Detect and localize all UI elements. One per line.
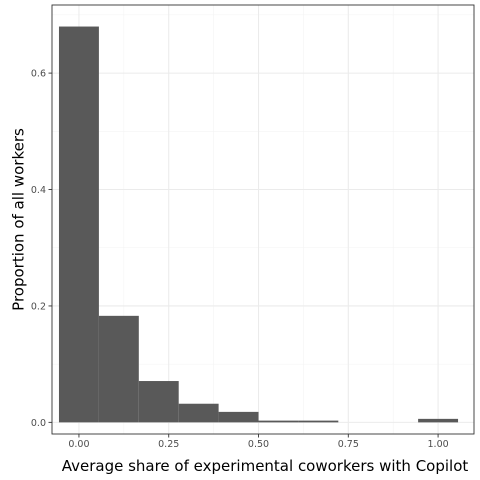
y-tick-label: 0.0 — [31, 418, 46, 429]
x-tick-label: 0.75 — [338, 439, 359, 450]
histogram-bar — [418, 418, 459, 423]
x-tick-label: 1.00 — [428, 439, 449, 450]
histogram-bar — [58, 26, 99, 423]
y-tick-label: 0.4 — [31, 185, 46, 196]
histogram-bar — [178, 403, 219, 423]
x-tick-label: 0.50 — [248, 439, 269, 450]
histogram-bar — [218, 411, 259, 423]
y-tick-label: 0.2 — [31, 301, 46, 312]
x-tick-label: 0.25 — [158, 439, 179, 450]
histogram-bar — [98, 315, 139, 423]
minor-gridlines — [52, 5, 474, 434]
y-axis: 0.0 0.2 0.4 0.6 — [31, 69, 52, 429]
histogram-bars — [58, 26, 459, 423]
plot-panel-border — [51, 4, 475, 435]
y-tick-label: 0.6 — [31, 69, 46, 80]
x-axis-title: Average share of experimental coworkers … — [62, 457, 469, 475]
x-axis: 0.00 0.25 0.50 0.75 1.00 — [68, 434, 449, 450]
x-tick-label: 0.00 — [68, 439, 89, 450]
histogram-bar — [138, 381, 179, 423]
histogram-bar — [298, 420, 339, 423]
histogram-bar — [258, 420, 299, 423]
y-axis-title: Proportion of all workers — [9, 128, 27, 311]
